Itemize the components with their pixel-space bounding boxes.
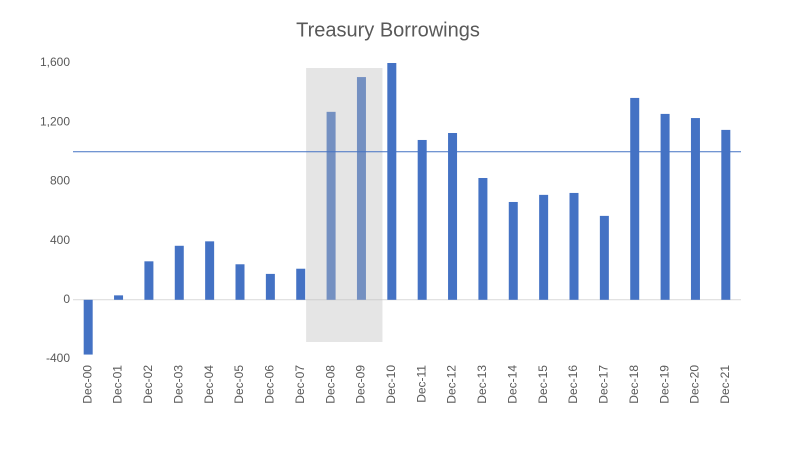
- x-tick-label: Dec-11: [414, 365, 428, 403]
- y-tick-label: 1,200: [40, 114, 70, 128]
- bar: [326, 111, 336, 300]
- bar: [83, 299, 93, 355]
- x-tick-label: Dec-06: [263, 365, 277, 404]
- x-tick-label: Dec-13: [475, 365, 489, 404]
- bar: [205, 241, 215, 300]
- bar: [387, 63, 397, 300]
- y-tick-label: 800: [50, 174, 70, 188]
- bar: [448, 133, 458, 300]
- highlight-box: [306, 68, 383, 342]
- x-tick-label: Dec-14: [505, 365, 519, 404]
- bar: [265, 273, 275, 300]
- bar: [721, 129, 731, 300]
- bar: [690, 118, 700, 300]
- bar: [508, 201, 518, 300]
- y-tick-label: 0: [63, 292, 70, 306]
- bar: [630, 97, 640, 300]
- bar: [417, 139, 427, 300]
- x-tick-label: Dec-00: [80, 365, 94, 404]
- bar: [144, 261, 154, 300]
- x-tick-label: Dec-10: [384, 365, 398, 404]
- x-tick-label: Dec-09: [354, 365, 368, 404]
- bar: [478, 177, 488, 300]
- x-tick-label: Dec-03: [171, 365, 185, 404]
- x-tick-label: Dec-16: [566, 365, 580, 404]
- bar: [114, 295, 124, 300]
- x-tick-label: Dec-17: [597, 365, 611, 404]
- bar: [174, 245, 184, 300]
- x-tick-label: Dec-01: [111, 365, 125, 404]
- y-tick-label: 400: [50, 233, 70, 247]
- chart-title: Treasury Borrowings: [296, 19, 480, 41]
- x-tick-label: Dec-18: [627, 365, 641, 404]
- bar: [539, 194, 549, 300]
- bar: [599, 215, 609, 300]
- bar: [235, 264, 245, 300]
- bar: [296, 268, 306, 300]
- x-tick-label: Dec-12: [445, 365, 459, 404]
- x-tick-label: Dec-21: [718, 365, 732, 404]
- bar: [569, 192, 579, 300]
- y-tick-label: -400: [46, 351, 70, 365]
- x-tick-label: Dec-08: [323, 365, 337, 404]
- x-tick-label: Dec-04: [202, 365, 216, 404]
- bar: [356, 77, 366, 300]
- bar: [660, 113, 670, 300]
- x-tick-label: Dec-19: [657, 365, 671, 404]
- x-tick-label: Dec-02: [141, 365, 155, 404]
- x-tick-label: Dec-07: [293, 365, 307, 404]
- x-tick-label: Dec-05: [232, 365, 246, 404]
- x-tick-label: Dec-15: [536, 365, 550, 404]
- x-tick-label: Dec-20: [688, 365, 702, 404]
- y-tick-label: 1,600: [40, 55, 70, 69]
